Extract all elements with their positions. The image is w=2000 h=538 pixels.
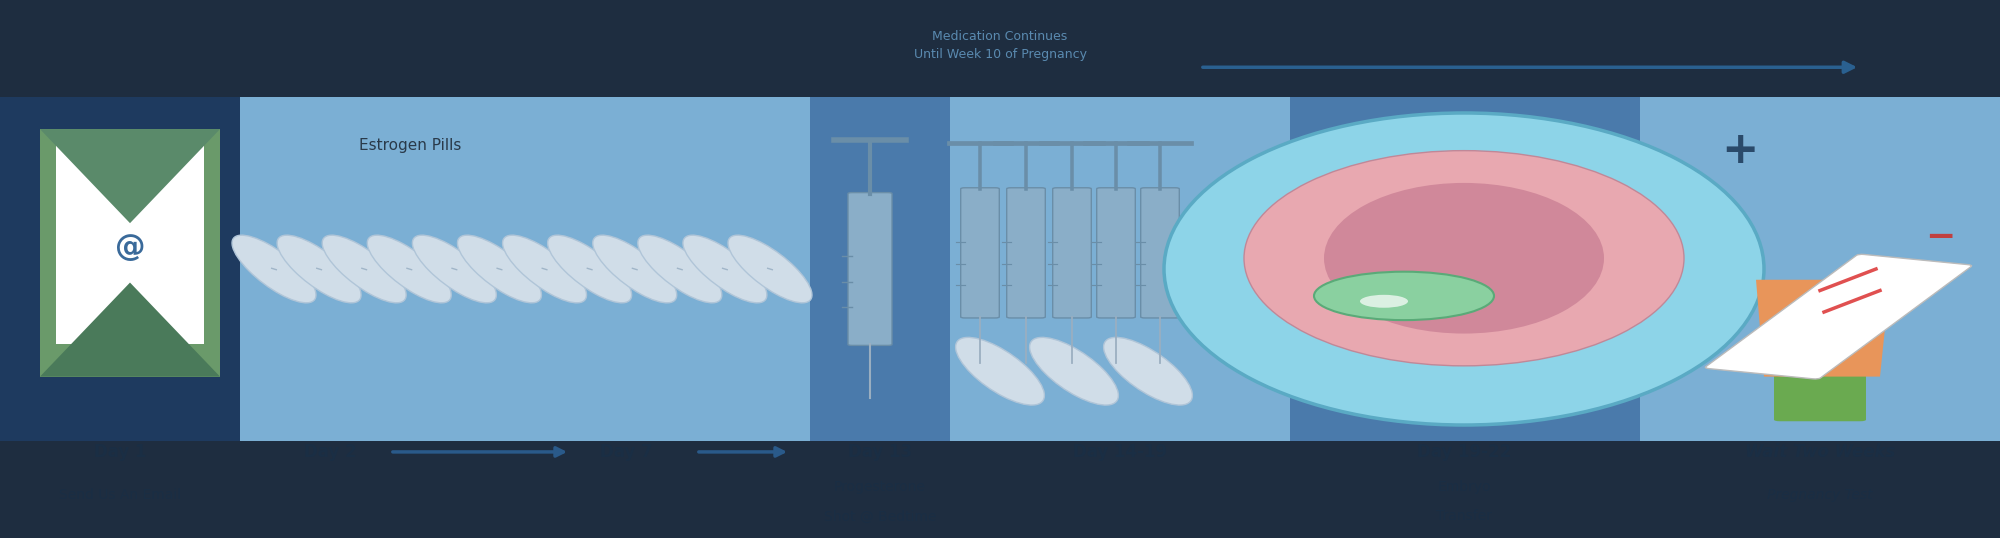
Ellipse shape <box>232 235 316 303</box>
Bar <box>0 441 2000 538</box>
FancyBboxPatch shape <box>960 188 1000 318</box>
Text: Shot @ Bedtime: Shot @ Bedtime <box>824 509 936 523</box>
Bar <box>810 97 950 441</box>
Ellipse shape <box>682 235 766 303</box>
Ellipse shape <box>592 235 676 303</box>
FancyBboxPatch shape <box>1096 188 1136 318</box>
Text: Send Us An Email: Send Us An Email <box>58 488 182 502</box>
Ellipse shape <box>278 235 362 303</box>
Text: Embryo: Embryo <box>1438 480 1490 494</box>
Ellipse shape <box>368 235 452 303</box>
Circle shape <box>1360 295 1408 308</box>
Ellipse shape <box>502 235 586 303</box>
Text: Progesterone: Progesterone <box>834 480 926 494</box>
Bar <box>0 0 2000 97</box>
Bar <box>56 140 204 344</box>
Text: Pregnancy Test: Pregnancy Test <box>1768 488 1872 502</box>
Text: Day 13: Day 13 <box>848 443 912 461</box>
Ellipse shape <box>956 337 1044 405</box>
Ellipse shape <box>1244 151 1684 366</box>
Bar <box>1640 97 2000 441</box>
Ellipse shape <box>322 235 406 303</box>
Text: −: − <box>1924 220 1956 254</box>
Text: Day 7: Day 7 <box>600 443 652 461</box>
Text: Wait Two Weeks: Wait Two Weeks <box>1744 443 1896 461</box>
Text: @: @ <box>114 233 146 263</box>
FancyBboxPatch shape <box>1706 254 1972 379</box>
FancyBboxPatch shape <box>1774 375 1866 421</box>
Bar <box>0 97 240 441</box>
Bar <box>950 97 1290 441</box>
Ellipse shape <box>728 235 812 303</box>
Ellipse shape <box>1104 337 1192 405</box>
Text: Day 1: Day 1 <box>94 443 146 461</box>
Bar <box>1290 97 1640 441</box>
FancyBboxPatch shape <box>1140 188 1180 318</box>
Ellipse shape <box>1324 183 1604 334</box>
Ellipse shape <box>458 235 542 303</box>
Text: Transfer: Transfer <box>1436 509 1492 523</box>
Polygon shape <box>40 129 220 223</box>
Bar <box>240 97 810 441</box>
FancyBboxPatch shape <box>848 193 892 345</box>
Ellipse shape <box>1030 337 1118 405</box>
Text: Day 2: Day 2 <box>304 443 356 461</box>
Text: Day 14-19: Day 14-19 <box>1072 443 1168 461</box>
Text: Medication Continues
Until Week 10 of Pregnancy: Medication Continues Until Week 10 of Pr… <box>914 30 1086 61</box>
Text: Estrogen Pills: Estrogen Pills <box>358 138 462 153</box>
Polygon shape <box>1756 280 1890 377</box>
Bar <box>40 129 220 377</box>
FancyBboxPatch shape <box>1052 188 1092 318</box>
Ellipse shape <box>412 235 496 303</box>
Ellipse shape <box>548 235 632 303</box>
Polygon shape <box>40 282 220 377</box>
Text: +: + <box>1722 129 1758 172</box>
Ellipse shape <box>1164 113 1764 425</box>
Circle shape <box>1314 272 1494 320</box>
FancyBboxPatch shape <box>1006 188 1046 318</box>
Text: Day 19-22: Day 19-22 <box>1416 443 1512 461</box>
Ellipse shape <box>638 235 722 303</box>
